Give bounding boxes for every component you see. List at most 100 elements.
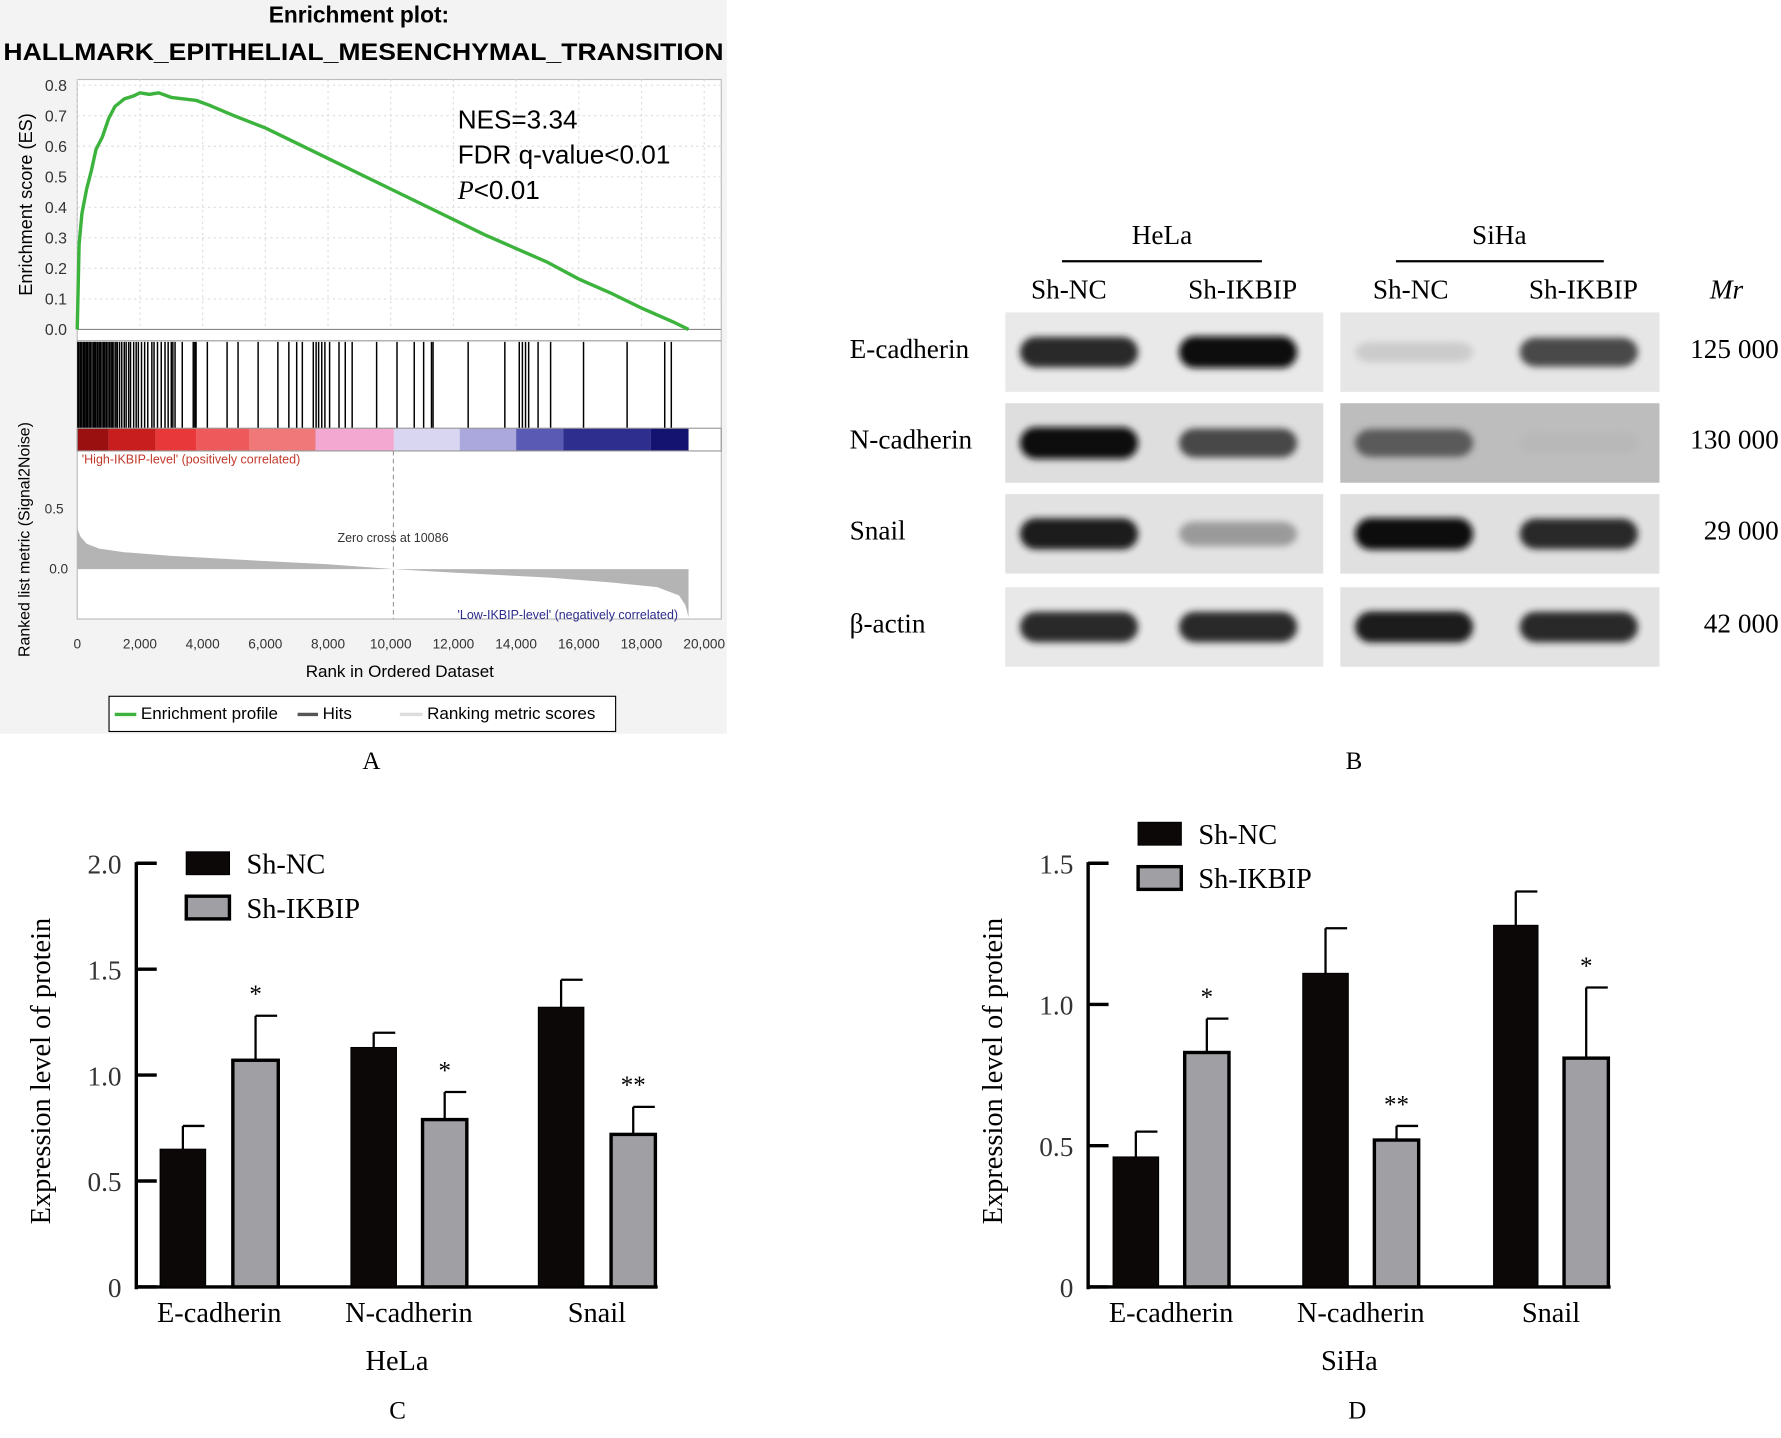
low-ikbip-label: 'Low-IKBIP-level' (negatively correlated… [458,608,679,622]
lane-label: Sh-NC [1373,275,1449,305]
color-bar-segment [650,428,689,451]
bar-sh-ikbip-snail [1562,1056,1611,1289]
x-tick-label: 14,000 [495,637,537,652]
legend-label-sh-nc: Sh-NC [1198,820,1277,851]
color-bar-segment [516,428,564,451]
x-tick-label: 20,000 [683,637,725,652]
protein-band [1179,521,1298,547]
metric-y-label: Ranked list metric (Signal2Noise) [17,422,34,657]
p-value-text: P<0.01 [457,175,540,205]
es-tick-label: 0.0 [45,322,67,339]
protein-label: E-cadherin [850,334,970,364]
es-tick-label: 0.2 [45,261,67,278]
y-tick-label: 0.5 [87,1167,121,1197]
x-tick-label: 18,000 [621,637,663,652]
legend-label-sh-ikbip: Sh-IKBIP [1198,864,1312,895]
protein-band [1019,611,1139,643]
y-tick-label: 0 [108,1273,122,1303]
es-grid [76,79,722,330]
protein-band [1019,518,1139,550]
blot-row-ncadherin: N-cadherin 130 000 [850,403,1779,483]
y-tick-label: 1.0 [1039,991,1073,1021]
gsea-panel: Enrichment plot: HALLMARK_EPITHELIAL_MES… [0,0,727,734]
category-label: E-cadherin [157,1298,281,1329]
legend-swatch-sh-ikbip [1136,864,1183,892]
protein-band [1519,337,1638,367]
x-tick-label: 10,000 [370,637,412,652]
panel-label-d: D [1348,1398,1366,1425]
legend-box [108,695,617,733]
bar-sh-nc-e-cadherin [1112,1156,1160,1288]
bar-sh-nc-n-cadherin [1302,972,1349,1288]
bar-sh-nc-e-cadherin [159,1148,207,1288]
significance-marker: ** [621,1072,646,1099]
cell-line-siha: SiHa [1472,220,1527,250]
category-label: Snail [1522,1298,1580,1329]
color-bar-segment [108,428,156,451]
bar-sh-ikbip-n-cadherin [1372,1138,1421,1289]
x-tick-label: 12,000 [433,637,475,652]
legend-label-sh-nc: Sh-NC [246,849,325,880]
x-tick-label: 4,000 [186,637,221,652]
color-bar-segment [77,428,109,451]
lane-label: Sh-NC [1031,275,1107,305]
molecular-weight: 125 000 [1690,334,1779,364]
y-tick-label: 1.5 [1039,849,1073,879]
x-axis-label: HeLa [365,1346,428,1377]
color-bar-frame [76,427,722,452]
protein-band [1519,433,1638,453]
lane-label: Sh-IKBIP [1188,275,1297,305]
p-italic: P [457,176,474,205]
bar-sh-nc-snail [1493,924,1539,1288]
legend-swatch-sh-ikbip [184,894,232,921]
y-tick-label: 2.0 [87,849,121,879]
gsea-plot-frame [76,78,722,620]
blot-row-actin: β-actin 42 000 [850,587,1779,667]
es-curve [75,91,690,331]
color-bar-segment [393,428,460,451]
legend-swatch-sh-nc [1137,821,1182,846]
blot-row-snail: Snail 29 000 [850,494,1779,574]
x-tick-label: 16,000 [558,637,600,652]
es-tick-label: 0.1 [45,292,67,309]
x-tick-label: 6,000 [248,637,283,652]
y-tick-label: 1.0 [87,1061,121,1091]
significance-marker: * [1580,953,1592,980]
category-label: E-cadherin [1109,1298,1233,1329]
molecular-weight: 29 000 [1704,516,1779,546]
panel-label-a: A [362,748,380,775]
gsea-title: Enrichment plot: [269,2,449,28]
bar-sh-ikbip-n-cadherin [420,1117,469,1289]
high-ikbip-label: 'High-IKBIP-level' (positively correlate… [82,452,300,466]
bar-sh-ikbip-e-cadherin [231,1058,280,1289]
x-axis-label: SiHa [1321,1346,1378,1377]
protein-band [1179,611,1298,643]
nes-text: NES=3.34 [458,104,578,134]
significance-marker: ** [1384,1091,1409,1118]
gsea-legend: Enrichment profile Hits Ranking metric s… [108,695,617,733]
panel-label-b: B [1346,748,1363,775]
ranking-color-bar [77,428,689,451]
legend-enrichment: Enrichment profile [141,704,278,723]
lane-label: Sh-IKBIP [1529,275,1638,305]
cell-line-hela: HeLa [1132,220,1193,250]
y-tick-label: 1.5 [87,955,121,985]
protein-band [1355,517,1474,550]
es-tick-label: 0.6 [45,139,67,156]
bar-sh-ikbip-snail [609,1132,658,1289]
y-axis-label: Expression level of protein [978,918,1009,1225]
color-bar-segment [563,428,651,451]
es-tick-label: 0.3 [45,231,67,248]
p-rest: <0.01 [474,175,540,205]
mr-header: Mr [1709,275,1744,305]
blot-rows: E-cadherin 125 000 N-cadherin 130 000 Snail 2… [850,312,1779,667]
protein-band [1019,427,1139,459]
gsea-subtitle: HALLMARK_EPITHELIAL_MESENCHYMAL_TRANSITI… [3,39,723,66]
x-tick-label: 2,000 [123,637,158,652]
es-tick-label: 0.5 [45,169,67,186]
molecular-weight: 130 000 [1690,425,1779,455]
legend-swatch-sh-nc [185,851,231,876]
protein-band [1355,429,1474,457]
protein-label: Snail [850,516,906,546]
protein-band [1519,611,1638,643]
